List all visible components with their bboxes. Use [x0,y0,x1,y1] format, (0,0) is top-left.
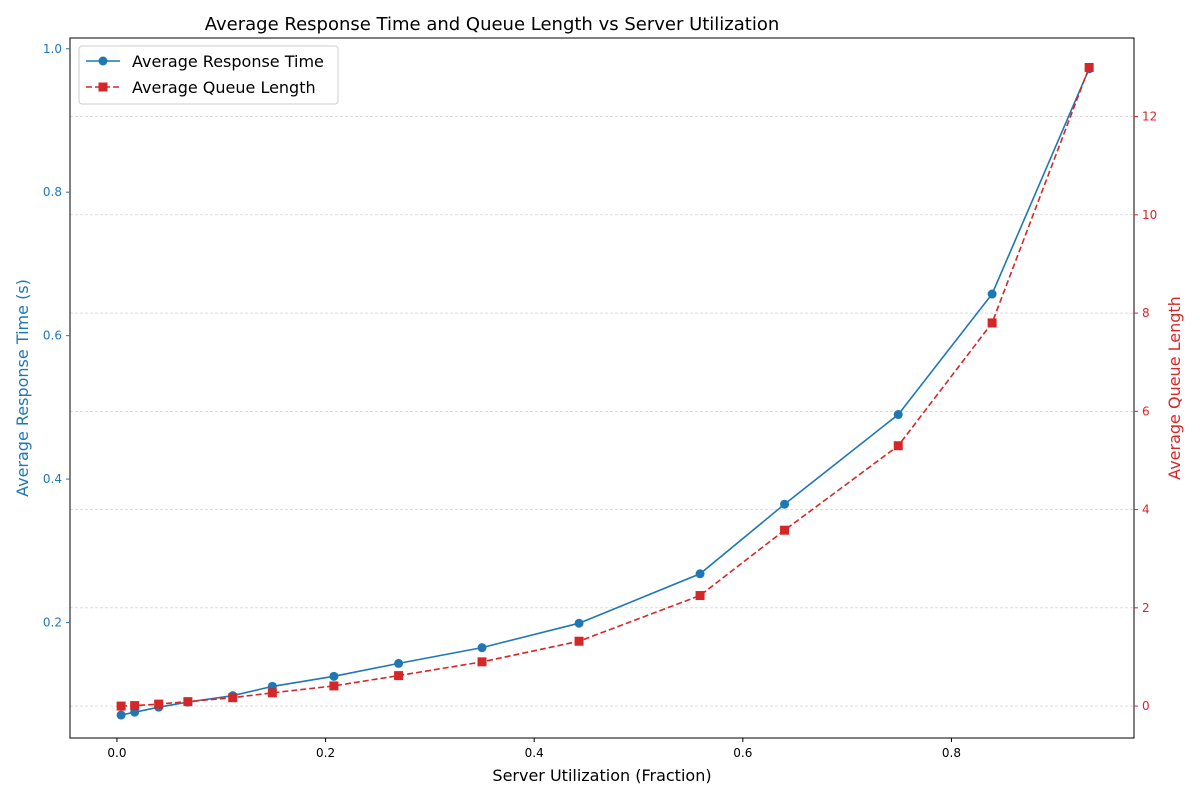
y-left-tick-label: 0.6 [43,329,62,343]
chart-title: Average Response Time and Queue Length v… [205,14,780,35]
data-point [228,693,238,703]
data-point [893,441,903,451]
plot-frame [69,37,1135,739]
legend-marker [98,56,108,66]
data-point [329,681,339,691]
series-queue-length [116,62,1094,711]
data-point [695,591,705,601]
y-left-tick-label: 0.2 [43,616,62,630]
data-point [780,499,790,509]
legend-entry: Average Response Time [86,52,324,71]
data-point [116,710,126,720]
x-tick-label: 0.0 [107,746,126,760]
legend-marker [98,82,108,92]
data-point [394,671,404,681]
data-point [154,699,164,709]
y-left-tick-label: 0.4 [43,472,62,486]
y-right-tick-label: 8 [1142,306,1150,320]
legend: Average Response Time Average Queue Lengt… [78,45,339,105]
y-right-tick-label: 0 [1142,699,1150,713]
data-point [987,318,997,328]
data-point [780,525,790,535]
data-point [574,618,584,628]
x-tick-label: 0.6 [733,746,752,760]
data-point [130,701,140,711]
legend-entry: Average Queue Length [86,78,316,97]
y-right-tick-label: 6 [1142,404,1150,418]
x-axis-title: Server Utilization (Fraction) [492,766,711,785]
data-point [477,643,487,653]
y-left-tick-label: 1.0 [43,42,62,56]
y-left-tick-label: 0.8 [43,185,62,199]
data-point [574,636,584,646]
data-point [394,658,404,668]
data-point [893,410,903,420]
x-tick-label: 0.2 [316,746,335,760]
y-right-tick-label: 10 [1142,208,1157,222]
data-point [987,289,997,299]
data-point [116,701,126,711]
data-point [329,671,339,681]
series-layer [116,62,1094,720]
y-right-axis-title: Average Queue Length [1165,296,1184,480]
legend-box [78,45,339,105]
axes: 0.0 0.2 0.4 0.6 0.8 0.2 0.4 0.6 0.8 1.0 0 2 4 6 8 10 12 [43,42,1157,760]
y-left-axis-title: Average Response Time (s) [13,279,32,497]
data-point [695,569,705,579]
y-right-tick-label: 2 [1142,601,1150,615]
y-right-tick-label: 12 [1142,110,1157,124]
legend-label: Average Response Time [132,52,324,71]
x-tick-label: 0.8 [942,746,961,760]
legend-label: Average Queue Length [132,78,316,97]
x-tick-label: 0.4 [525,746,544,760]
legend-items: Average Response Time Average Queue Lengt… [86,52,324,97]
data-point [183,697,193,707]
data-point [477,657,487,667]
data-point [267,688,277,698]
gridlines [70,116,1134,707]
y-right-tick-label: 4 [1142,503,1150,517]
data-point [1084,62,1094,72]
